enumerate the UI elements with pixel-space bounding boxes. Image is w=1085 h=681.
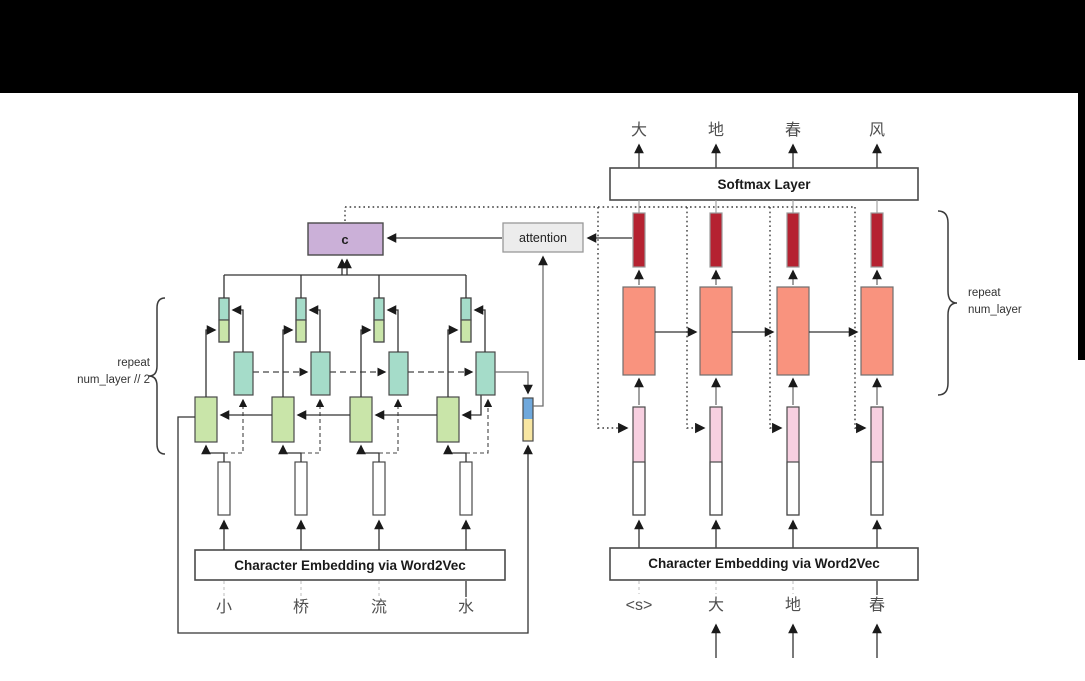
decoder-output-char-4: 风 bbox=[869, 122, 885, 139]
decoder-embedding-label: Character Embedding via Word2Vec bbox=[648, 556, 880, 571]
right-black-bar bbox=[1078, 0, 1085, 360]
decoder-input-char-1: <s> bbox=[626, 597, 653, 614]
encoder-teal-cell-4 bbox=[475, 351, 496, 396]
decoder-top-state-3 bbox=[786, 212, 800, 268]
attention-label: attention bbox=[519, 231, 567, 245]
decoder-input-char-4: 春 bbox=[869, 596, 885, 614]
decoder-top-state-1 bbox=[632, 212, 646, 268]
encoder-embedding-label: Character Embedding via Word2Vec bbox=[234, 558, 466, 573]
decoder-cell-3 bbox=[776, 286, 810, 376]
teacher-forcing-arrows bbox=[711, 623, 882, 658]
encoder-embedding-vector-3 bbox=[372, 461, 386, 516]
decoder-repeat-label-line2: num_layer bbox=[968, 304, 1022, 316]
encoder-embedding-box bbox=[194, 549, 506, 581]
softmax-output-arrows bbox=[634, 143, 882, 168]
softmax-layer-box bbox=[609, 167, 919, 201]
decoder-cell-1 bbox=[622, 286, 656, 376]
decoder: 大 地 春 风 Softmax Layer bbox=[609, 121, 1022, 658]
encoder-green-cell-3 bbox=[349, 396, 373, 443]
top-black-bar bbox=[0, 0, 1085, 93]
encoder-repeat-brace bbox=[148, 297, 166, 455]
decoder-output-char-1: 大 bbox=[631, 121, 647, 139]
decoder-cell-4 bbox=[860, 286, 894, 376]
decoder-output-char-3: 春 bbox=[785, 121, 801, 139]
encoder-char-2: 桥 bbox=[293, 598, 309, 616]
decoder-repeat-label-line1: repeat bbox=[968, 287, 1001, 299]
encoder-final-state bbox=[522, 397, 534, 442]
encoder-green-cell-4 bbox=[436, 396, 460, 443]
input-to-cell-arrows bbox=[634, 377, 882, 405]
decoder-input-vectors bbox=[632, 406, 884, 516]
encoder-char-3: 流 bbox=[371, 598, 387, 616]
encoder: Character Embedding via Word2Vec 小 桥 流 水 bbox=[77, 255, 548, 634]
encoder-backward-arrows bbox=[219, 395, 482, 420]
state-to-softmax-stubs bbox=[638, 200, 878, 213]
decoder-embedding-box bbox=[609, 547, 919, 581]
final-state-to-attention-wire bbox=[533, 255, 548, 407]
encoder-char-1: 小 bbox=[216, 598, 232, 616]
softmax-layer-label: Softmax Layer bbox=[717, 177, 811, 192]
context-vector-box bbox=[307, 222, 384, 256]
encoder-teal-cell-2 bbox=[310, 351, 331, 396]
encoder-teal-cell-3 bbox=[388, 351, 409, 396]
decoder-top-state-4 bbox=[870, 212, 884, 268]
encoder-green-cell-1 bbox=[194, 396, 218, 443]
encoder-green-cell-2 bbox=[271, 396, 295, 443]
decoder-output-chars: 大 地 春 风 bbox=[631, 121, 885, 139]
attention-box bbox=[502, 222, 584, 253]
backward-to-final-state-routing bbox=[177, 416, 533, 634]
decoder-embed-arrows bbox=[634, 519, 882, 548]
context-dotted-lines bbox=[344, 206, 867, 434]
encoder-concat-states bbox=[218, 297, 472, 343]
encoder-collector bbox=[223, 258, 467, 298]
encoder-embedding-vector-1 bbox=[217, 461, 231, 516]
teal-to-final-state-wire bbox=[495, 371, 533, 395]
context-vector-label: c bbox=[341, 232, 348, 247]
encoder-embedding-vector-2 bbox=[294, 461, 308, 516]
encoder-junction-wires bbox=[201, 398, 493, 462]
decoder-top-state-2 bbox=[709, 212, 723, 268]
encoder-input-chars: 小 桥 流 水 bbox=[216, 598, 474, 616]
decoder-output-char-2: 地 bbox=[708, 121, 724, 139]
decoder-repeat-brace bbox=[937, 210, 958, 396]
encoder-char-4: 水 bbox=[458, 598, 474, 616]
encoder-state-feed-wires bbox=[205, 305, 486, 397]
cell-to-state-arrows bbox=[634, 269, 882, 285]
decoder-input-char-2: 大 bbox=[708, 596, 724, 614]
encoder-teal-cell-1 bbox=[233, 351, 254, 396]
decoder-input-char-3: 地 bbox=[785, 596, 801, 614]
encoder-repeat-label-line2: num_layer // 2 bbox=[77, 374, 150, 386]
decoder-input-chars: <s> 大 地 春 bbox=[626, 596, 885, 614]
encoder-embedding-vector-4 bbox=[459, 461, 473, 516]
encoder-repeat-label-line1: repeat bbox=[117, 357, 150, 369]
decoder-cell-2 bbox=[699, 286, 733, 376]
